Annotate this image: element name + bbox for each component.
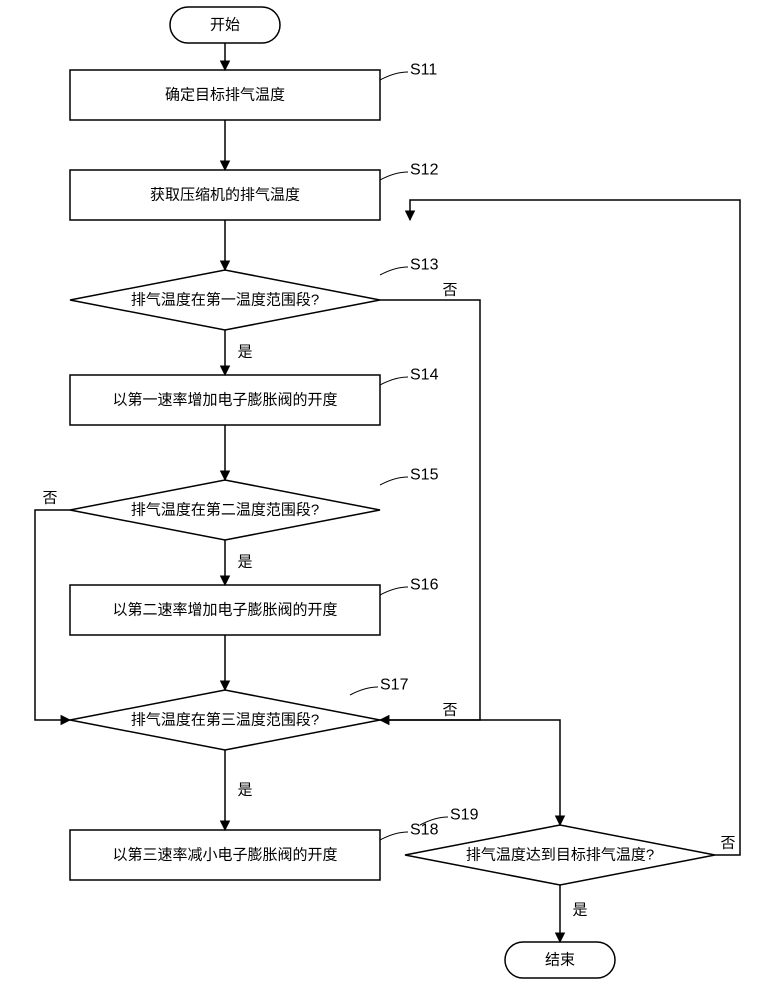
label-s19: S19 (450, 807, 479, 824)
node-text-s16: 以第二速率增加电子膨胀阀的开度 (112, 601, 337, 619)
leader-s14 (380, 377, 408, 385)
leader-s18 (380, 832, 408, 840)
edge-12 (410, 200, 740, 855)
node-text-s12: 获取压缩机的排气温度 (150, 187, 300, 204)
edge-label-5: 是 (237, 554, 252, 571)
edge-label-7: 是 (237, 782, 252, 799)
node-text-s13: 排气温度在第一温度范围段? (131, 291, 319, 309)
leader-s11 (380, 72, 408, 80)
node-s19: 排气温度达到目标排气温度? (405, 825, 715, 885)
node-s18: 以第三速率减小电子膨胀阀的开度 (70, 830, 380, 880)
label-s14: S14 (410, 367, 439, 384)
edge-label-11: 是 (572, 902, 587, 919)
label-s18: S18 (410, 822, 439, 839)
edge-9 (35, 510, 70, 720)
node-text-start: 开始 (210, 17, 240, 34)
edge-label-10: 否 (442, 702, 457, 719)
node-end: 结束 (505, 942, 615, 978)
node-s16: 以第二速率增加电子膨胀阀的开度 (70, 585, 380, 635)
node-text-s19: 排气温度达到目标排气温度? (466, 847, 654, 864)
node-text-s15: 排气温度在第二温度范围段? (131, 501, 319, 519)
node-s17: 排气温度在第三温度范围段? (70, 690, 380, 750)
edge-label-9: 否 (42, 490, 57, 507)
edge-label-8: 否 (442, 282, 457, 299)
edge-label-12: 否 (720, 835, 735, 852)
node-s11: 确定目标排气温度 (70, 70, 380, 120)
node-text-s14: 以第一速率增加电子膨胀阀的开度 (112, 391, 337, 409)
label-s13: S13 (410, 257, 439, 274)
label-s17: S17 (380, 677, 409, 694)
label-s11: S11 (410, 62, 437, 79)
flowchart: 开始确定目标排气温度 S11 获取压缩机的排气温度 S12 排气温度在第一温度范围段? S… (0, 0, 758, 1000)
node-text-s11: 确定目标排气温度 (165, 87, 285, 104)
label-s12: S12 (410, 162, 439, 179)
node-s12: 获取压缩机的排气温度 (70, 170, 380, 220)
node-s15: 排气温度在第二温度范围段? (70, 480, 380, 540)
node-text-s17: 排气温度在第三温度范围段? (131, 711, 319, 729)
leader-s12 (380, 172, 408, 180)
leader-s16 (380, 587, 408, 595)
node-start: 开始 (170, 7, 280, 43)
node-text-s18: 以第三速率减小电子膨胀阀的开度 (112, 846, 337, 864)
node-text-end: 结束 (545, 952, 575, 969)
edge-label-3: 是 (237, 344, 252, 361)
leader-s17 (350, 687, 378, 695)
node-s13: 排气温度在第一温度范围段? (70, 270, 380, 330)
edge-8 (380, 300, 480, 720)
node-s14: 以第一速率增加电子膨胀阀的开度 (70, 375, 380, 425)
leader-s15 (380, 477, 408, 485)
label-s15: S15 (410, 467, 439, 484)
label-s16: S16 (410, 577, 439, 594)
leader-s13 (380, 267, 408, 275)
